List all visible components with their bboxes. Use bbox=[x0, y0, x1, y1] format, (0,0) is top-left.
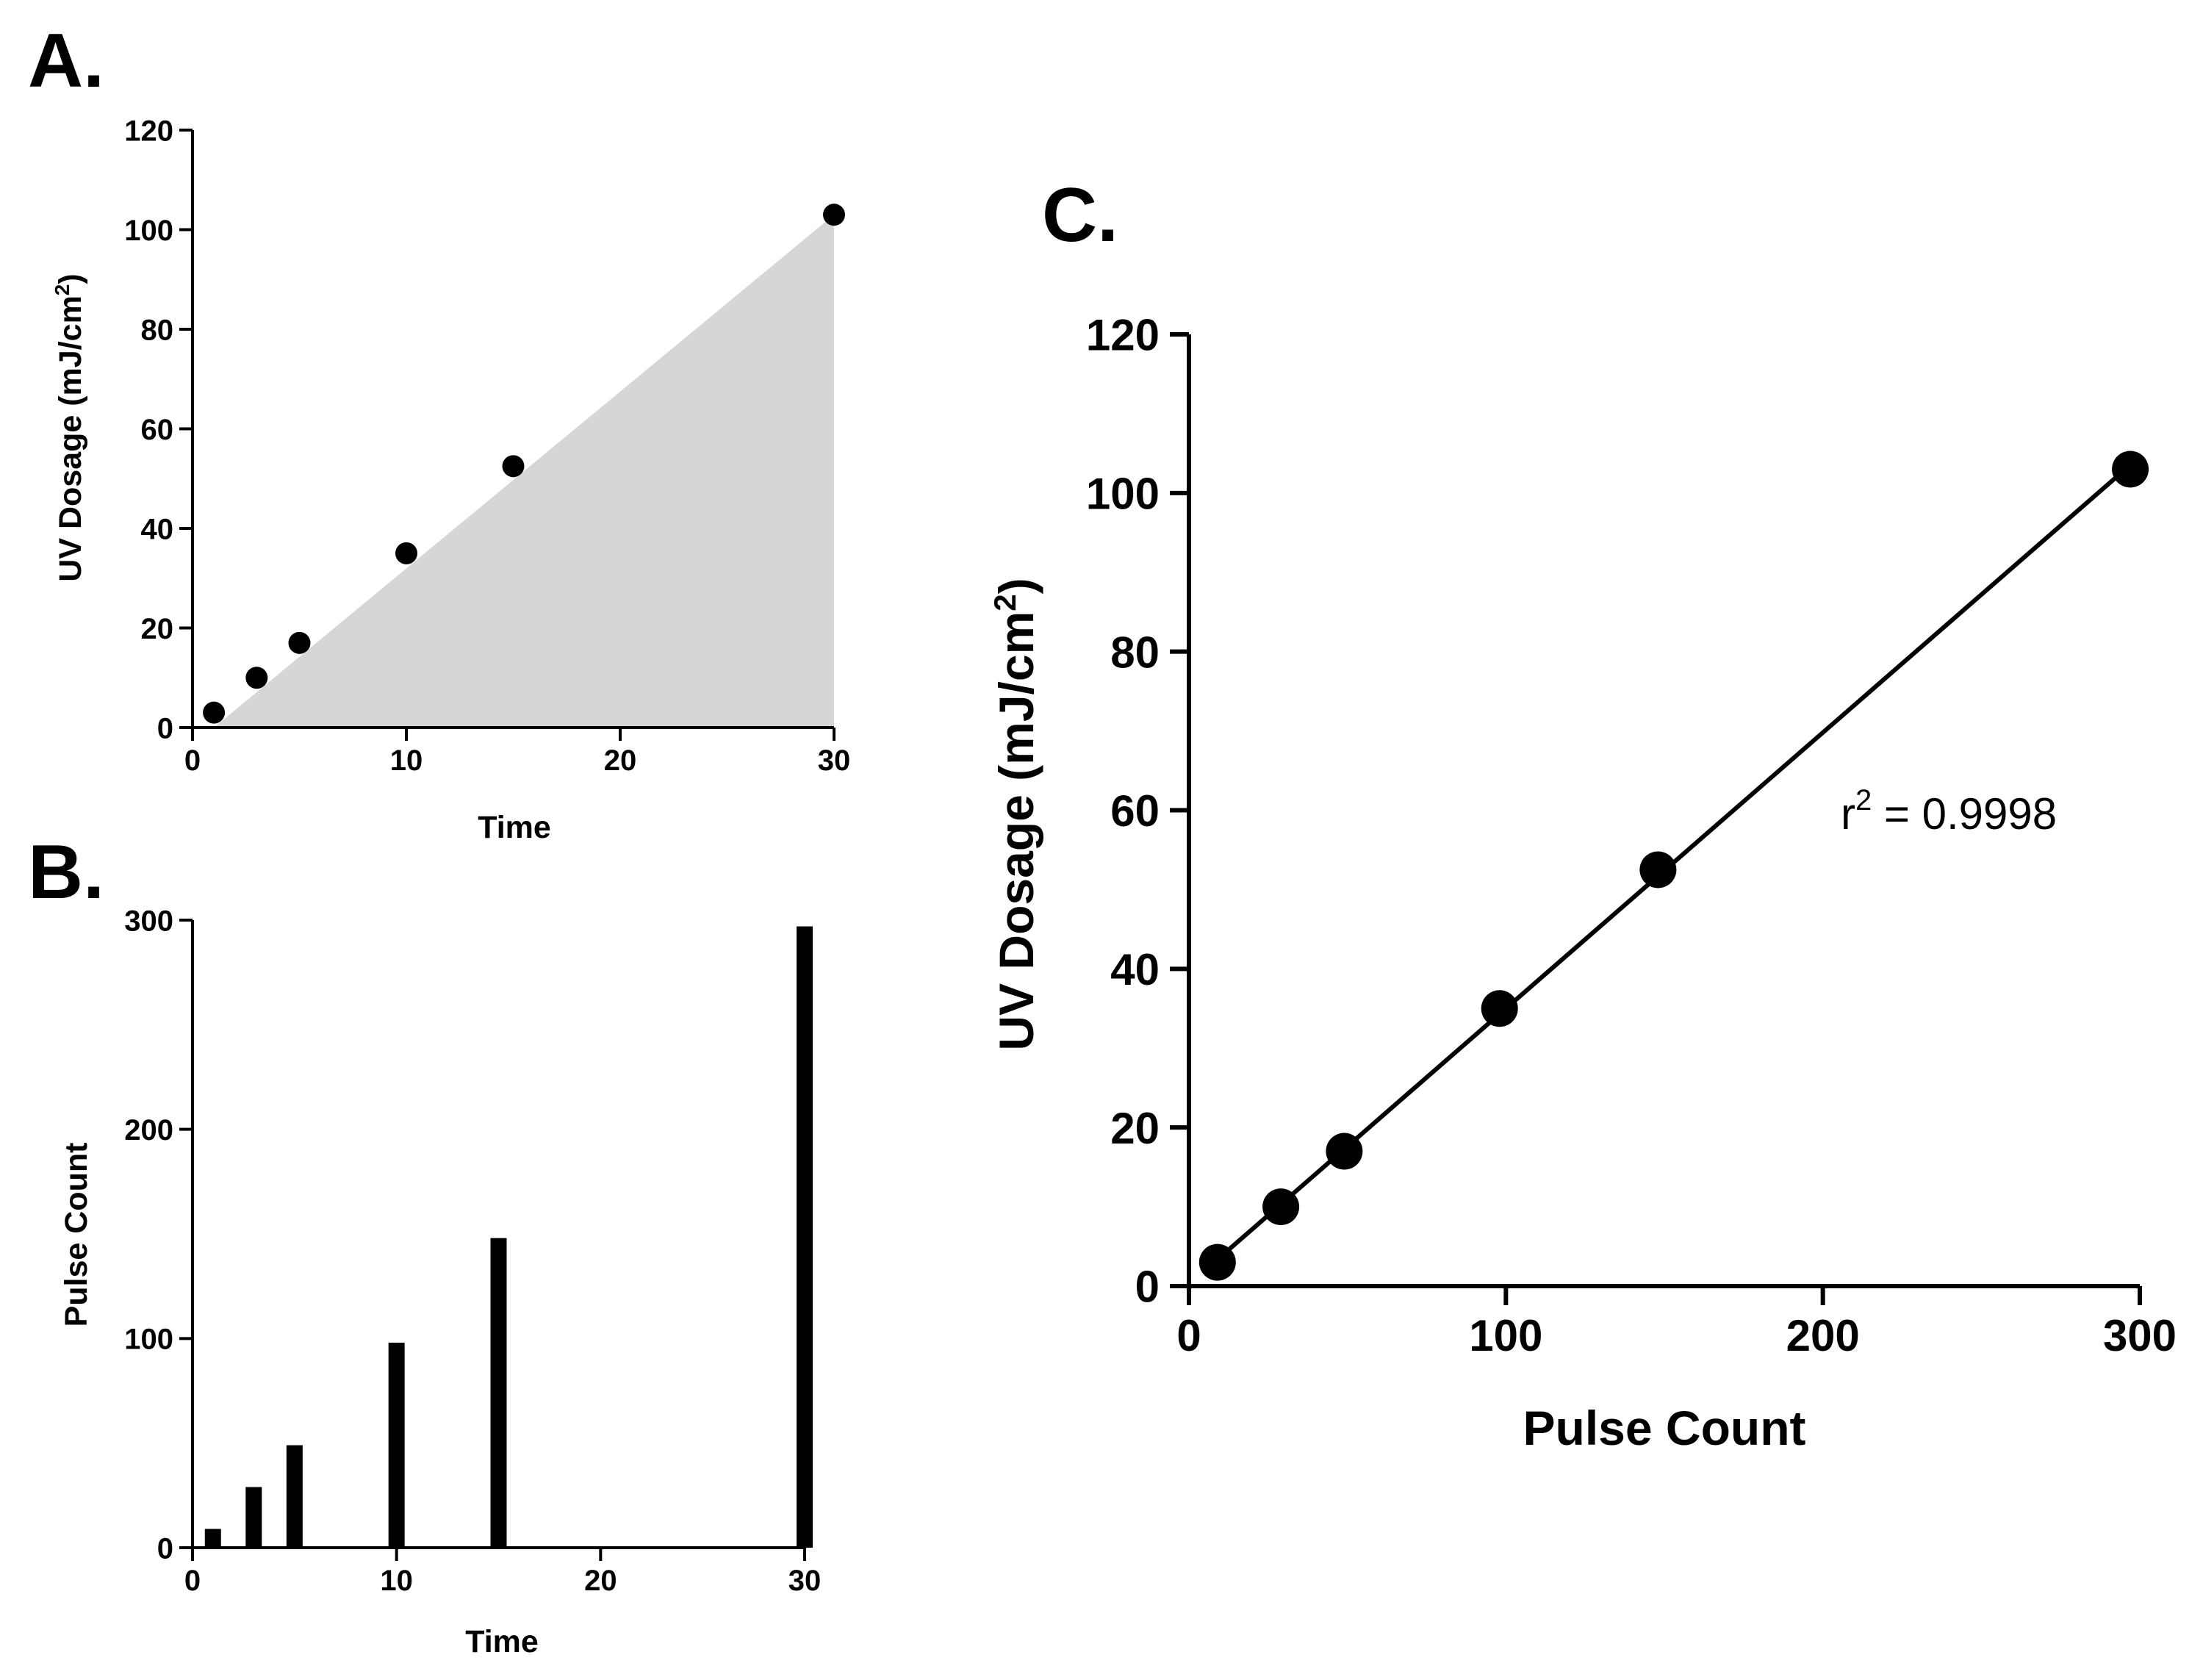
panel-c-y-axis-title-tail: ) bbox=[989, 578, 1043, 594]
panel-c-x-tick-label: 300 bbox=[2103, 1311, 2177, 1360]
panel-c-data-point bbox=[1639, 851, 1677, 889]
panel-a-x-tick-label: 0 bbox=[184, 744, 201, 777]
panel-c-y-axis-title: UV Dosage (mJ/cm2) bbox=[988, 578, 1043, 1050]
panel-c-y-axis-title-main: UV Dosage (mJ/cm bbox=[989, 611, 1043, 1051]
panel-a-data-point bbox=[395, 542, 417, 564]
panel-a-y-tick-label: 100 bbox=[124, 215, 173, 247]
panel-c-y-tick-label: 100 bbox=[1086, 469, 1160, 518]
panel-a-plot-area: 0 20 40 60 80 100 120 0 10 20 30 bbox=[124, 115, 850, 777]
panel-c-r-squared-annotation: r2 = 0.9998 bbox=[1841, 784, 2057, 839]
panel-c-y-tick-label: 0 bbox=[1135, 1263, 1160, 1312]
panel-b-bar bbox=[245, 1487, 262, 1548]
panel-a-y-axis-title-superscript: 2 bbox=[51, 284, 73, 296]
panel-a-y-tick-label: 40 bbox=[141, 513, 174, 545]
panel-a-y-tick-label: 20 bbox=[141, 613, 174, 645]
panel-a-data-point bbox=[245, 667, 268, 689]
panel-c-y-tick-label: 60 bbox=[1110, 786, 1160, 836]
panel-c-y-tick-label: 20 bbox=[1110, 1104, 1160, 1153]
panel-a-y-axis-title-tail: ) bbox=[53, 273, 88, 284]
panel-b-bar bbox=[204, 1529, 221, 1548]
panel-b-x-tick-label: 20 bbox=[584, 1565, 617, 1597]
panel-b-bar bbox=[286, 1445, 303, 1548]
panel-b-y-tick-label: 200 bbox=[124, 1114, 173, 1146]
panel-b-y-axis-title: Pulse Count bbox=[59, 1143, 94, 1327]
panel-c-annotation-tail: = 0.9998 bbox=[1872, 789, 2057, 839]
panel-a-data-point bbox=[288, 631, 311, 654]
panel-c-x-tick-label: 200 bbox=[1786, 1311, 1860, 1360]
panel-b-y-tick-label: 300 bbox=[124, 905, 173, 937]
panel-b-y-tick-label: 0 bbox=[157, 1532, 173, 1565]
panel-c-data-point bbox=[1326, 1132, 1363, 1170]
panel-b-pulse-count-vs-time: B. 0 100 200 300 0 10 20 30 Time Pulse Count bbox=[28, 830, 821, 1659]
panel-b-x-axis-title: Time bbox=[465, 1624, 539, 1659]
panel-b-y-tick-label: 100 bbox=[124, 1324, 173, 1356]
panel-b-bar bbox=[388, 1343, 405, 1548]
panel-c-annotation-main: r bbox=[1841, 789, 1855, 839]
panel-b-x-tick-label: 10 bbox=[380, 1565, 413, 1597]
panel-c-data-point bbox=[1262, 1188, 1300, 1226]
panel-a-data-point bbox=[203, 701, 226, 724]
panel-c-data-point bbox=[1198, 1243, 1236, 1281]
panel-c-data-point bbox=[2112, 450, 2149, 488]
panel-a-x-tick-label: 30 bbox=[818, 744, 851, 777]
panel-c-y-axis-title-superscript: 2 bbox=[988, 594, 1022, 611]
panel-c-annotation-superscript: 2 bbox=[1855, 784, 1872, 816]
panel-c-uv-dosage-vs-pulse-count: C. 0 20 40 60 80 100 120 0 100 200 300 Pulse Count… bbox=[988, 173, 2177, 1455]
panel-c-x-tick-label: 0 bbox=[1176, 1311, 1201, 1360]
panel-a-y-tick-label: 120 bbox=[124, 115, 173, 147]
panel-b-label: B. bbox=[28, 830, 104, 915]
panel-a-x-tick-label: 20 bbox=[604, 744, 637, 777]
panel-c-x-tick-label: 100 bbox=[1469, 1311, 1542, 1360]
panel-b-x-tick-label: 30 bbox=[788, 1565, 822, 1597]
panel-a-y-axis-title: UV Dosage (mJ/cm2) bbox=[51, 273, 88, 581]
panel-a-y-axis-title-main: UV Dosage (mJ/cm bbox=[53, 295, 88, 582]
panel-c-x-axis-title: Pulse Count bbox=[1523, 1401, 1805, 1455]
panel-c-label: C. bbox=[1042, 173, 1118, 258]
panel-a-y-tick-label: 60 bbox=[141, 414, 174, 446]
panel-a-data-point bbox=[823, 204, 845, 226]
panel-a-data-point bbox=[502, 455, 525, 478]
panel-c-plot-area: 0 20 40 60 80 100 120 0 100 200 300 bbox=[1086, 311, 2177, 1360]
panel-c-y-tick-label: 80 bbox=[1110, 628, 1160, 677]
panel-b-plot-area: 0 100 200 300 0 10 20 30 bbox=[124, 905, 821, 1597]
panel-c-y-tick-label: 120 bbox=[1086, 311, 1160, 360]
panel-c-data-point bbox=[1481, 990, 1518, 1027]
panel-a-x-axis-title: Time bbox=[478, 810, 551, 845]
panel-a-y-tick-label: 0 bbox=[157, 712, 173, 744]
panel-a-label: A. bbox=[28, 18, 104, 104]
panel-a-shaded-area bbox=[214, 215, 835, 728]
panel-a-uv-dosage-vs-time: A. 0 20 40 60 80 100 120 0 10 20 30 Time UV Dosage… bbox=[28, 18, 850, 845]
panel-a-x-tick-label: 10 bbox=[390, 744, 423, 777]
panel-b-bar bbox=[490, 1238, 507, 1548]
panel-b-bar bbox=[797, 926, 813, 1548]
panel-c-y-tick-label: 40 bbox=[1110, 945, 1160, 994]
panel-b-x-tick-label: 0 bbox=[184, 1565, 201, 1597]
panel-a-y-tick-label: 80 bbox=[141, 314, 174, 346]
